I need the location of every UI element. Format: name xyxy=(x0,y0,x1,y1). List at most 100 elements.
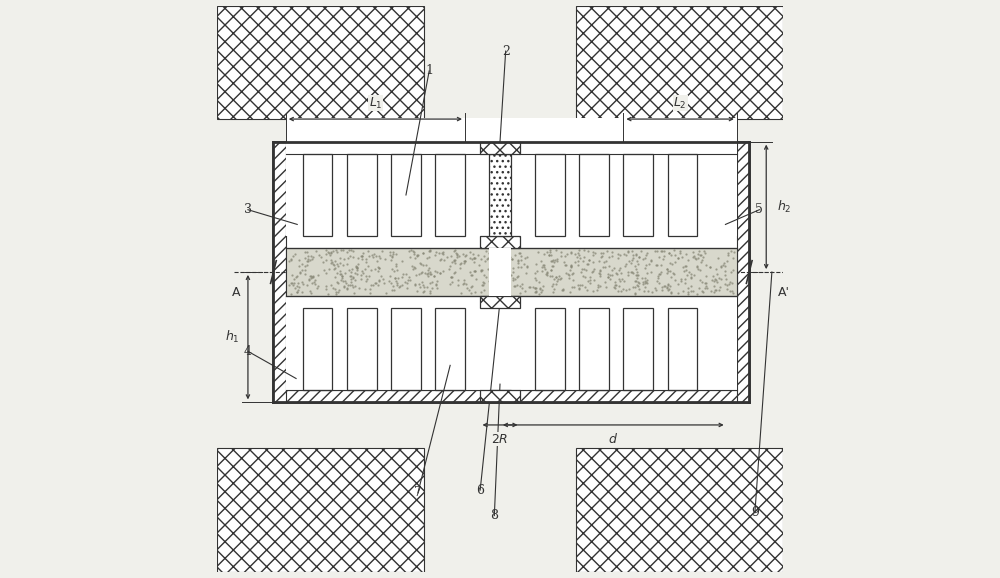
Point xyxy=(703,287,719,296)
Text: 9: 9 xyxy=(751,506,759,519)
Point xyxy=(690,249,706,258)
Point xyxy=(518,268,534,277)
Point xyxy=(467,266,483,276)
Point xyxy=(519,261,535,270)
Point xyxy=(602,275,618,284)
Point xyxy=(576,265,592,274)
Point xyxy=(543,256,559,265)
Point xyxy=(543,265,559,274)
Point xyxy=(716,258,732,268)
Point xyxy=(598,257,614,266)
Point xyxy=(409,250,425,259)
Point xyxy=(686,270,702,279)
Point xyxy=(629,256,645,265)
Point xyxy=(565,268,581,277)
Point xyxy=(627,261,643,271)
Point xyxy=(528,283,544,292)
Point xyxy=(595,248,611,257)
Point xyxy=(696,246,712,255)
Bar xyxy=(273,142,749,402)
Point xyxy=(664,260,680,269)
Point xyxy=(465,249,481,258)
Point xyxy=(612,251,628,260)
Point xyxy=(345,282,361,291)
Point xyxy=(362,284,378,294)
Point xyxy=(542,272,558,281)
Point xyxy=(291,261,307,270)
Point xyxy=(384,251,400,261)
Point xyxy=(564,269,580,279)
Point xyxy=(452,263,468,272)
Point xyxy=(592,266,608,276)
Point xyxy=(600,269,616,279)
Point xyxy=(365,280,381,290)
Point xyxy=(555,285,571,294)
Point xyxy=(450,280,466,290)
Point xyxy=(574,280,590,290)
Point xyxy=(333,269,349,279)
Point xyxy=(453,258,469,268)
Point xyxy=(391,283,407,292)
Point xyxy=(721,279,737,288)
Point xyxy=(511,249,527,258)
Point xyxy=(420,271,436,280)
Point xyxy=(638,251,654,260)
Point xyxy=(637,253,653,262)
Point xyxy=(422,267,438,276)
Point xyxy=(458,250,474,260)
Point xyxy=(369,257,385,266)
Point xyxy=(725,253,741,262)
Point xyxy=(554,285,570,294)
Point xyxy=(667,257,683,266)
Bar xyxy=(391,154,421,236)
Point xyxy=(492,258,508,268)
Point xyxy=(389,266,405,275)
Point xyxy=(695,252,711,261)
Point xyxy=(483,257,499,266)
Point xyxy=(328,290,344,299)
Point xyxy=(435,247,451,257)
Point xyxy=(546,274,562,283)
Point xyxy=(629,270,645,279)
Bar xyxy=(579,154,609,236)
Point xyxy=(593,253,609,262)
Point xyxy=(625,251,641,260)
Point xyxy=(334,272,350,281)
Point xyxy=(562,265,578,275)
Point xyxy=(333,275,349,284)
Point xyxy=(446,268,462,277)
Point xyxy=(357,285,373,294)
Point xyxy=(611,275,627,284)
Point xyxy=(318,255,334,265)
Point xyxy=(485,255,501,264)
Point xyxy=(509,280,525,290)
Point xyxy=(283,279,299,288)
Point xyxy=(672,249,688,258)
Point xyxy=(422,269,438,278)
Bar xyxy=(737,142,749,402)
Bar xyxy=(489,154,511,236)
Bar xyxy=(480,390,520,402)
Point xyxy=(643,257,659,266)
Point xyxy=(284,271,300,280)
Point xyxy=(444,272,460,281)
Bar xyxy=(579,308,609,390)
Bar xyxy=(623,154,653,236)
Point xyxy=(649,276,665,286)
Point xyxy=(349,269,365,279)
Point xyxy=(500,266,516,276)
Point xyxy=(455,280,471,289)
Point xyxy=(345,273,361,283)
Point xyxy=(385,249,401,258)
Point xyxy=(297,247,313,257)
Point xyxy=(406,249,422,258)
Point xyxy=(415,288,431,297)
Point xyxy=(630,278,646,287)
Point xyxy=(667,275,683,284)
Point xyxy=(361,271,377,280)
Point xyxy=(335,260,351,269)
Point xyxy=(578,266,594,275)
Point xyxy=(422,288,438,298)
Point xyxy=(467,288,483,297)
Point xyxy=(707,286,723,295)
